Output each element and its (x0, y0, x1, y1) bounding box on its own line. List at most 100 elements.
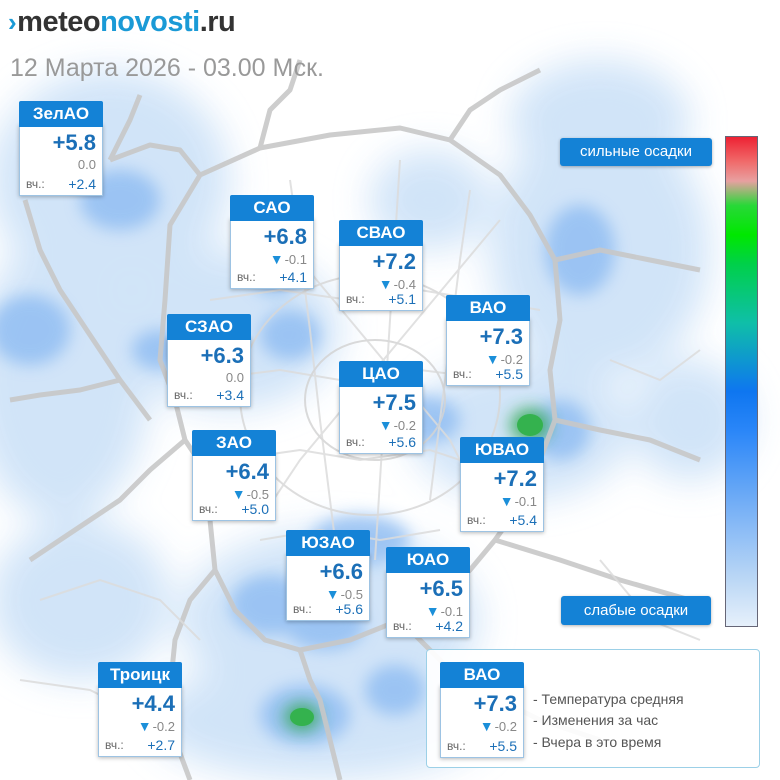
yesterday-value: +5.5 (495, 366, 523, 382)
yesterday-value: +4.2 (435, 618, 463, 634)
district-name: СВАО (339, 220, 423, 246)
district-name: САО (230, 195, 314, 221)
arrow-down-icon: ▼ (378, 417, 393, 433)
temperature-value: +6.3 (200, 343, 244, 368)
change-value: -0.2 (152, 719, 175, 734)
change-value: -0.5 (246, 487, 269, 502)
yesterday-label: вч.: (293, 602, 312, 616)
yesterday-label: вч.: (346, 292, 365, 306)
district-card-sao: САО +6.8 ▼-0.1 вч.: +4.1 (230, 195, 314, 289)
arrow-down-icon: ▼ (485, 351, 500, 367)
district-card-yuvao: ЮВАО +7.2 ▼-0.1 вч.: +5.4 (460, 437, 544, 532)
legend-box: ВАО +7.3 ▼-0.2 вч.: +5.5 - Температура с… (426, 649, 760, 768)
hourly-change: ▼-0.1 (426, 603, 463, 619)
hourly-change: ▼-0.2 (138, 718, 175, 734)
temperature-value: +4.4 (131, 691, 175, 716)
yesterday-value: +5.6 (335, 601, 363, 617)
district-name: ВАО (446, 295, 530, 321)
change-value: 0.0 (77, 157, 96, 172)
arrow-down-icon: ▼ (231, 486, 246, 502)
hourly-change: ▼-0.2 (486, 351, 523, 367)
yesterday-label: вч.: (467, 513, 486, 527)
hourly-change: ▼-0.2 (480, 718, 517, 734)
hourly-change: 0.0 (226, 370, 244, 385)
arrow-down-icon: ▼ (325, 586, 340, 602)
district-name: СЗАО (167, 314, 251, 340)
district-name: ЦАО (339, 361, 423, 387)
hourly-change: ▼-0.4 (379, 276, 416, 292)
district-card-zelao: ЗелАО +5.8 0.0 вч.: +2.4 (19, 101, 103, 196)
yesterday-value: +5.0 (241, 501, 269, 517)
precipitation-scale-bar (725, 136, 758, 627)
yesterday-value: +5.5 (489, 738, 517, 754)
district-name: ЗАО (192, 430, 276, 456)
change-value: -0.1 (284, 252, 307, 267)
yesterday-label: вч.: (105, 738, 124, 752)
yesterday-label: вч.: (393, 619, 412, 633)
yesterday-value: +3.4 (216, 387, 244, 403)
yesterday-value: +5.4 (509, 512, 537, 528)
legend-sample-card: ВАО +7.3 ▼-0.2 вч.: +5.5 (440, 662, 524, 758)
arrow-down-icon: ▼ (378, 276, 393, 292)
district-name: ЗелАО (19, 101, 103, 127)
yesterday-value: +5.6 (388, 434, 416, 450)
change-value: -0.2 (500, 352, 523, 367)
change-value: -0.2 (494, 719, 517, 734)
change-value: -0.4 (393, 277, 416, 292)
hourly-change: ▼-0.2 (379, 417, 416, 433)
temperature-value: +7.3 (473, 691, 517, 716)
arrow-down-icon: ▼ (479, 718, 494, 734)
yesterday-label: вч.: (199, 502, 218, 516)
district-card-szao: СЗАО +6.3 0.0 вч.: +3.4 (167, 314, 251, 407)
arrow-down-icon: ▼ (137, 718, 152, 734)
yesterday-label: вч.: (237, 270, 256, 284)
temperature-value: +5.8 (52, 130, 96, 155)
scale-label-strong: сильные осадки (560, 138, 712, 166)
date-label: 12 Марта 2026 - 03.00 Мск. (10, 54, 324, 82)
district-card-yuzao: ЮЗАО +6.6 ▼-0.5 вч.: +5.6 (286, 530, 370, 621)
hourly-change: ▼-0.5 (326, 586, 363, 602)
arrow-down-icon: ▼ (425, 603, 440, 619)
yesterday-label: вч.: (26, 177, 45, 191)
district-card-troitsk: Троицк +4.4 ▼-0.2 вч.: +2.7 (98, 662, 182, 757)
temperature-value: +7.2 (493, 466, 537, 491)
logo-text-meteo: meteo (17, 6, 101, 38)
logo-text-domain: .ru (199, 6, 236, 38)
legend-line-change: - Изменения за час (533, 712, 659, 728)
arrow-down-icon: ▼ (499, 493, 514, 509)
precip-heavy-spots (284, 408, 550, 731)
temperature-value: +7.3 (479, 324, 523, 349)
temperature-value: +6.5 (419, 576, 463, 601)
legend-line-yesterday: - Вчера в это время (533, 734, 662, 750)
district-name: ЮАО (386, 547, 470, 573)
yesterday-value: +2.4 (68, 176, 96, 192)
change-value: -0.5 (340, 587, 363, 602)
district-card-svao: СВАО +7.2 ▼-0.4 вч.: +5.1 (339, 220, 423, 311)
temperature-value: +7.2 (372, 249, 416, 274)
hourly-change: 0.0 (78, 157, 96, 172)
scale-label-weak: слабые осадки (561, 596, 711, 625)
change-value: 0.0 (225, 370, 244, 385)
yesterday-value: +2.7 (147, 737, 175, 753)
logo-text-novosti: novosti (100, 6, 200, 38)
district-card-tsao: ЦАО +7.5 ▼-0.2 вч.: +5.6 (339, 361, 423, 454)
district-card-zao: ЗАО +6.4 ▼-0.5 вч.: +5.0 (192, 430, 276, 521)
site-logo[interactable]: ›meteonovosti.ru (8, 6, 236, 39)
temperature-value: +6.4 (225, 459, 269, 484)
district-name: Троицк (98, 662, 182, 688)
temperature-value: +6.6 (319, 559, 363, 584)
temperature-value: +6.8 (263, 224, 307, 249)
arrow-down-icon: ▼ (269, 251, 284, 267)
district-card-vao: ВАО +7.3 ▼-0.2 вч.: +5.5 (446, 295, 530, 386)
district-name: ВАО (440, 662, 524, 688)
legend-line-temperature: - Температура средняя (533, 691, 684, 707)
hourly-change: ▼-0.5 (232, 486, 269, 502)
district-name: ЮВАО (460, 437, 544, 463)
hourly-change: ▼-0.1 (500, 493, 537, 509)
yesterday-label: вч.: (447, 739, 466, 753)
change-value: -0.1 (514, 494, 537, 509)
yesterday-label: вч.: (346, 435, 365, 449)
yesterday-label: вч.: (174, 388, 193, 402)
change-value: -0.2 (393, 418, 416, 433)
district-card-yuao: ЮАО +6.5 ▼-0.1 вч.: +4.2 (386, 547, 470, 638)
